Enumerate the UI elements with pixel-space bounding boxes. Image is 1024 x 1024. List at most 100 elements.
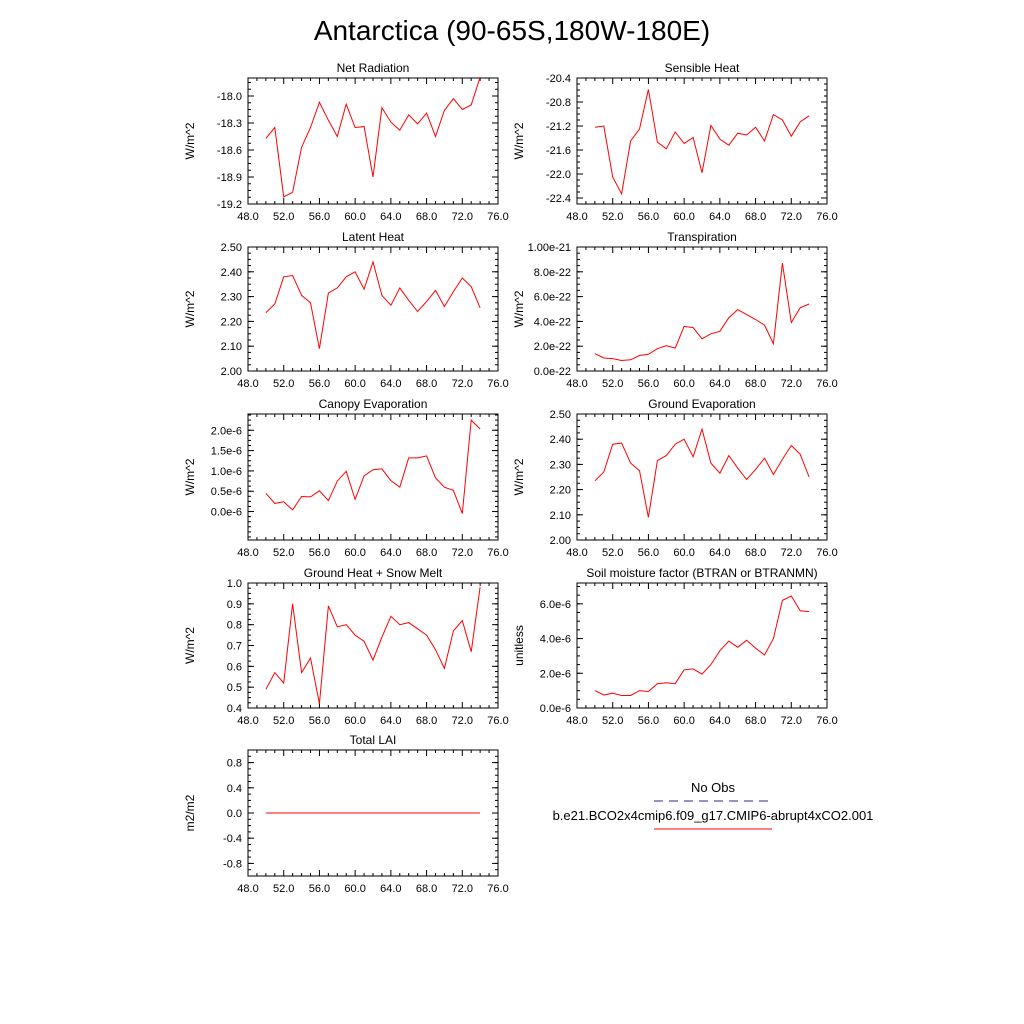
x-tick-label: 48.0 <box>237 547 258 559</box>
series-line <box>594 595 810 696</box>
x-tick-label: 68.0 <box>416 883 437 895</box>
y-tick-label: -18.0 <box>217 91 242 103</box>
x-tick-label: 56.0 <box>309 547 330 559</box>
x-tick-label: 68.0 <box>416 715 437 727</box>
x-tick-label: 56.0 <box>638 547 659 559</box>
y-tick-label: 2.30 <box>550 459 571 471</box>
x-tick-label: 52.0 <box>602 211 623 223</box>
panel-title: Total LAI <box>350 733 397 747</box>
x-tick-label: 52.0 <box>602 547 623 559</box>
x-tick-label: 76.0 <box>816 211 837 223</box>
x-tick-label: 48.0 <box>566 715 587 727</box>
x-tick-label: 76.0 <box>487 211 508 223</box>
x-tick-label: 64.0 <box>709 211 730 223</box>
x-tick-label: 60.0 <box>673 378 694 390</box>
y-tick-label: 1.0e-6 <box>211 466 242 478</box>
x-tick-label: 72.0 <box>452 211 473 223</box>
x-tick-label: 68.0 <box>416 547 437 559</box>
y-tick-label: 2.30 <box>221 292 242 304</box>
y-tick-label: 2.20 <box>550 485 571 497</box>
y-axis-label: W/m^2 <box>183 627 197 664</box>
y-tick-label: 0.5 <box>227 682 242 694</box>
x-tick-label: 60.0 <box>673 715 694 727</box>
x-tick-label: 56.0 <box>638 211 659 223</box>
y-axis-label: W/m^2 <box>183 458 197 495</box>
y-tick-label: -19.2 <box>217 199 242 211</box>
x-tick-label: 48.0 <box>237 715 258 727</box>
panel-title: Soil moisture factor (BTRAN or BTRANMN) <box>586 566 817 580</box>
x-tick-label: 64.0 <box>709 547 730 559</box>
x-tick-label: 52.0 <box>273 547 294 559</box>
panel-title: Transpiration <box>667 230 737 244</box>
series-line <box>265 76 481 198</box>
x-tick-label: 60.0 <box>344 715 365 727</box>
panel-title: Ground Heat + Snow Melt <box>304 566 443 580</box>
x-tick-label: 64.0 <box>380 547 401 559</box>
series-line <box>265 260 481 349</box>
y-tick-label: -18.3 <box>217 118 242 130</box>
y-tick-label: 2.0e-6 <box>540 668 571 680</box>
legend-obs-label: No Obs <box>691 780 736 795</box>
x-tick-label: 48.0 <box>566 378 587 390</box>
plot-frame <box>247 582 499 709</box>
x-tick-label: 56.0 <box>638 715 659 727</box>
x-tick-label: 48.0 <box>566 547 587 559</box>
x-tick-label: 64.0 <box>380 715 401 727</box>
y-tick-label: 0.0e-22 <box>534 366 571 378</box>
y-tick-label: 0.5e-6 <box>211 486 242 498</box>
x-tick-label: 48.0 <box>237 883 258 895</box>
y-tick-label: 0.0e-6 <box>540 703 571 715</box>
x-tick-label: 64.0 <box>380 378 401 390</box>
y-tick-label: 0.9 <box>227 599 242 611</box>
panel-latent-heat: Latent Heat W/m^2 48.0 52.0 56.0 60.0 64.0 68.0… <box>183 230 509 390</box>
y-tick-label: 2.40 <box>221 267 242 279</box>
y-tick-label: 2.10 <box>221 341 242 353</box>
panel-soil-moisture-factor-btran-or-btranmn: Soil moisture factor (BTRAN or BTRANMN) u… <box>512 566 838 727</box>
y-tick-label: -0.4 <box>223 833 242 845</box>
panel-title: Latent Heat <box>342 230 405 244</box>
y-tick-label: -18.6 <box>217 145 242 157</box>
panel-net-radiation: Net Radiation W/m^2 48.0 52.0 56.0 60.0 64.0 68… <box>183 61 509 223</box>
y-axis-label: W/m^2 <box>183 290 197 327</box>
x-tick-label: 52.0 <box>273 211 294 223</box>
x-tick-label: 64.0 <box>709 378 730 390</box>
panel-total-lai: Total LAI m2/m2 48.0 52.0 56.0 60.0 64.0 68.0 72… <box>183 733 509 895</box>
y-tick-label: -20.4 <box>546 73 571 85</box>
y-tick-label: 0.8 <box>227 758 242 770</box>
y-tick-label: 2.10 <box>550 510 571 522</box>
y-tick-label: 2.40 <box>550 434 571 446</box>
plot-frame <box>247 77 499 205</box>
x-tick-label: 72.0 <box>781 547 802 559</box>
y-tick-label: 2.00 <box>550 535 571 547</box>
x-tick-label: 68.0 <box>745 378 766 390</box>
x-tick-label: 68.0 <box>745 211 766 223</box>
x-tick-label: 52.0 <box>273 715 294 727</box>
plot-frame <box>247 413 499 541</box>
x-tick-label: 48.0 <box>237 378 258 390</box>
y-tick-label: 6.0e-6 <box>540 599 571 611</box>
plot-frame <box>576 582 828 709</box>
series-line <box>594 89 810 196</box>
y-tick-label: -21.2 <box>546 121 571 133</box>
y-tick-label: 0.0 <box>227 808 242 820</box>
x-tick-label: 76.0 <box>487 378 508 390</box>
x-tick-label: 60.0 <box>344 547 365 559</box>
x-tick-label: 64.0 <box>380 883 401 895</box>
plot-frame <box>247 246 499 372</box>
x-tick-label: 72.0 <box>781 715 802 727</box>
y-tick-label: 0.4 <box>227 703 242 715</box>
y-axis-label: W/m^2 <box>512 290 526 327</box>
x-tick-label: 76.0 <box>816 547 837 559</box>
x-tick-label: 68.0 <box>745 547 766 559</box>
series-line <box>594 263 810 362</box>
x-tick-label: 76.0 <box>487 883 508 895</box>
x-tick-label: 72.0 <box>781 378 802 390</box>
x-tick-label: 56.0 <box>309 211 330 223</box>
y-tick-label: 2.50 <box>221 242 242 254</box>
x-tick-label: 48.0 <box>237 211 258 223</box>
series-line <box>265 418 481 514</box>
x-tick-label: 48.0 <box>566 211 587 223</box>
y-tick-label: -0.8 <box>223 858 242 870</box>
panel-title: Net Radiation <box>337 61 410 75</box>
x-tick-label: 60.0 <box>344 211 365 223</box>
